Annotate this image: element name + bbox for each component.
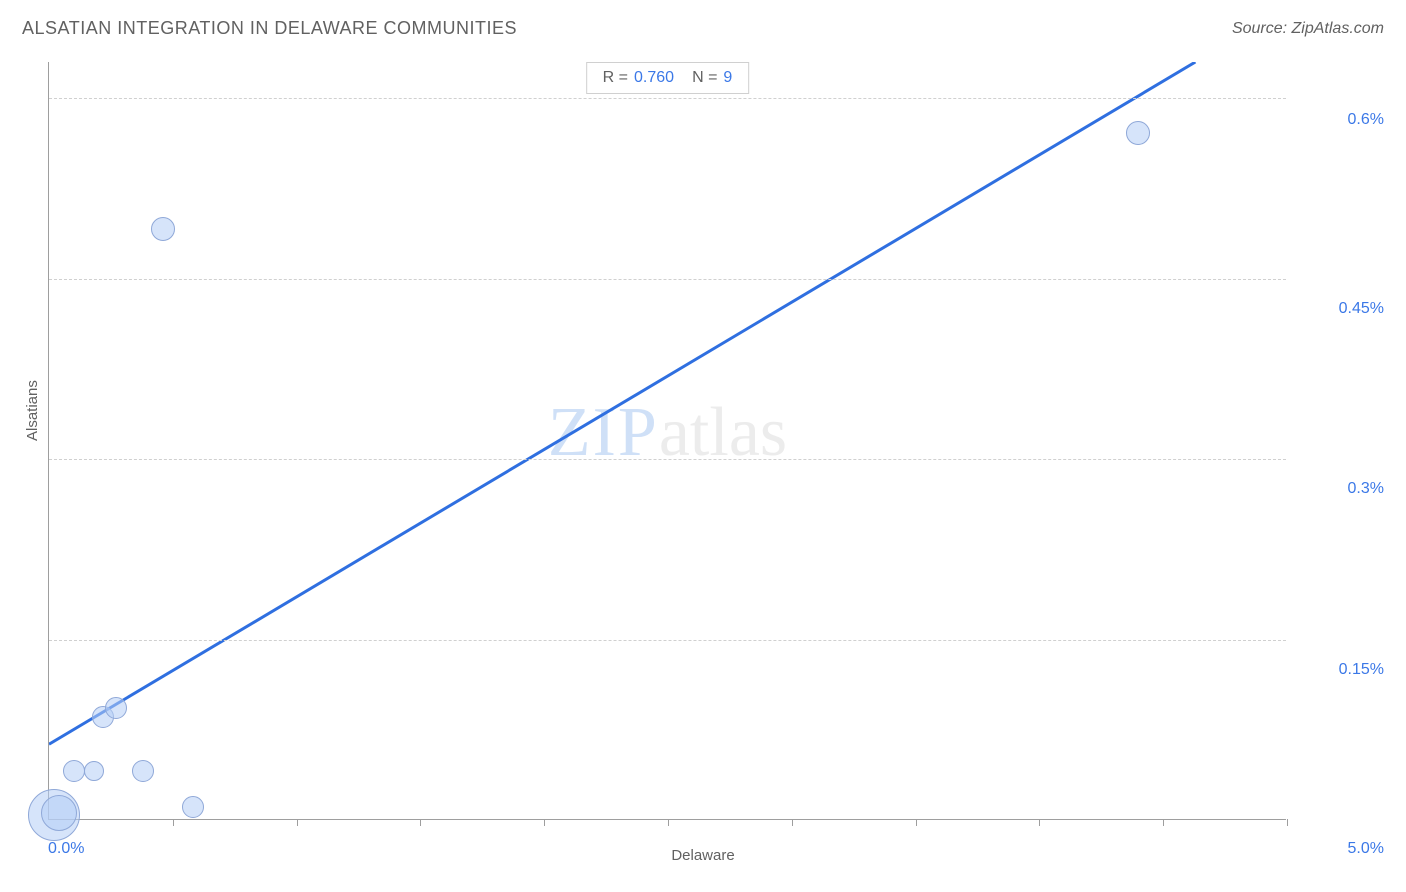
x-max-label: 5.0% xyxy=(1348,840,1384,858)
watermark: ZIPatlas xyxy=(548,393,787,473)
scatter-point xyxy=(182,796,204,818)
y-tick-label: 0.45% xyxy=(1339,300,1384,318)
x-tick xyxy=(668,819,669,826)
x-tick xyxy=(1287,819,1288,826)
chart-title: ALSATIAN INTEGRATION IN DELAWARE COMMUNI… xyxy=(22,18,517,39)
r-label: R = xyxy=(603,69,628,87)
y-axis-label: Alsatians xyxy=(24,380,41,441)
x-tick xyxy=(1039,819,1040,826)
scatter-point xyxy=(84,761,104,781)
scatter-point xyxy=(105,697,127,719)
x-tick xyxy=(1163,819,1164,826)
x-tick xyxy=(173,819,174,826)
x-axis-label: Delaware xyxy=(671,847,734,864)
gridline xyxy=(49,279,1286,280)
scatter-point xyxy=(63,760,85,782)
trend-line-svg xyxy=(49,62,1286,819)
r-stat: R = 0.760 xyxy=(603,69,674,87)
scatter-point xyxy=(1126,121,1150,145)
n-label: N = xyxy=(692,69,717,87)
scatter-point xyxy=(151,217,175,241)
x-tick xyxy=(792,819,793,826)
y-tick-label: 0.15% xyxy=(1339,661,1384,679)
gridline xyxy=(49,640,1286,641)
source-attribution: Source: ZipAtlas.com xyxy=(1232,20,1384,38)
y-tick-label: 0.3% xyxy=(1348,480,1384,498)
y-tick-label: 0.6% xyxy=(1348,111,1384,129)
chart-container: ALSATIAN INTEGRATION IN DELAWARE COMMUNI… xyxy=(0,0,1406,892)
gridline xyxy=(49,459,1286,460)
x-tick xyxy=(544,819,545,826)
gridline xyxy=(49,98,1286,99)
scatter-point xyxy=(41,795,77,831)
r-value: 0.760 xyxy=(634,69,674,87)
x-origin-label: 0.0% xyxy=(48,840,84,858)
trend-line xyxy=(49,62,1195,744)
stats-box: R = 0.760 N = 9 xyxy=(586,62,750,94)
x-tick xyxy=(916,819,917,826)
x-tick xyxy=(297,819,298,826)
plot-area: ZIPatlas R = 0.760 N = 9 xyxy=(48,62,1286,820)
x-tick xyxy=(420,819,421,826)
n-value: 9 xyxy=(723,69,732,87)
n-stat: N = 9 xyxy=(692,69,732,87)
scatter-point xyxy=(132,760,154,782)
